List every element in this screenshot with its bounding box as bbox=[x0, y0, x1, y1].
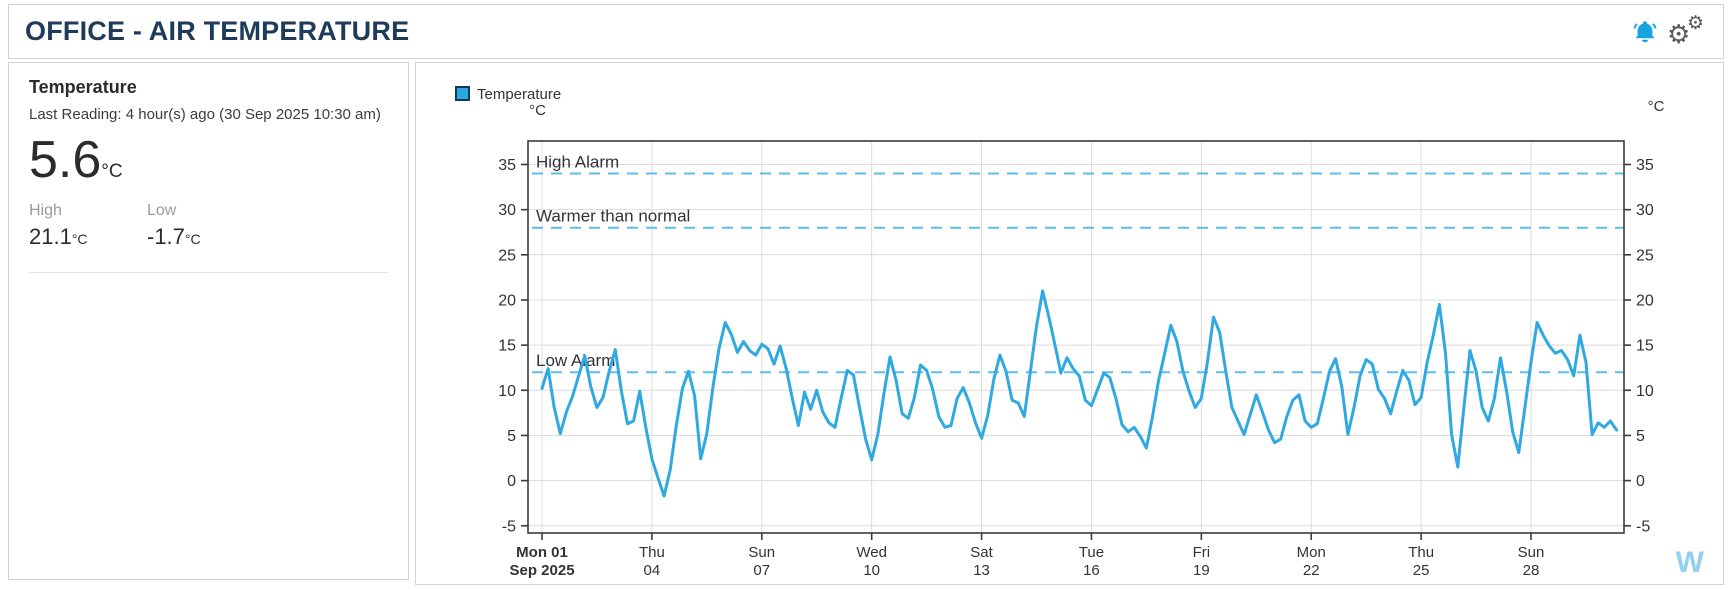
x-tick-label: 16 bbox=[1083, 562, 1100, 579]
x-tick-label: 13 bbox=[973, 562, 990, 579]
y-tick-label-left: 5 bbox=[507, 428, 516, 445]
y-tick-label-left: 10 bbox=[498, 383, 516, 400]
gear-icon: ⚙ bbox=[1667, 18, 1691, 49]
x-tick-label: 04 bbox=[644, 562, 661, 579]
x-tick-label: 28 bbox=[1523, 562, 1540, 579]
y-tick-label-left: 15 bbox=[498, 338, 516, 355]
x-tick-label: Mon 01 bbox=[516, 544, 568, 561]
x-tick-label: 22 bbox=[1303, 562, 1320, 579]
temperature-line-chart: High Alarm Warmer than normal Low Alarm 35 3… bbox=[455, 86, 1665, 579]
temperature-summary-panel: Temperature Last Reading: 4 hour(s) ago … bbox=[8, 62, 409, 580]
x-tick-label: Mon bbox=[1297, 544, 1326, 561]
panel-title: Temperature bbox=[29, 77, 137, 97]
current-reading: 5.6°C bbox=[29, 133, 388, 188]
low-column: Low -1.7°C bbox=[147, 202, 265, 250]
y-tick-label-right: 35 bbox=[1636, 157, 1654, 174]
y-axis-unit-left: °C bbox=[529, 102, 546, 119]
high-value: 21.1°C bbox=[29, 224, 147, 250]
legend-swatch bbox=[455, 86, 470, 101]
current-unit: °C bbox=[101, 161, 123, 182]
y-tick-label-right: 10 bbox=[1636, 383, 1654, 400]
y-tick-label-right: 15 bbox=[1636, 338, 1654, 355]
x-tick-label: 19 bbox=[1193, 562, 1210, 579]
high-column: High 21.1°C bbox=[29, 202, 147, 250]
x-tick-label: Wed bbox=[856, 544, 887, 561]
high-value-unit: °C bbox=[71, 230, 88, 247]
x-tick-label: 07 bbox=[753, 562, 770, 579]
brand-watermark: W bbox=[1675, 546, 1705, 579]
y-tick-label-right: 25 bbox=[1636, 247, 1654, 264]
x-tick-label: Sep 2025 bbox=[509, 562, 574, 579]
x-tick-label: Fri bbox=[1193, 544, 1211, 561]
page-title: OFFICE - AIR TEMPERATURE bbox=[25, 16, 410, 46]
legend[interactable]: Temperature bbox=[455, 86, 561, 103]
y-tick-label-right: 5 bbox=[1636, 428, 1645, 445]
low-value: -1.7°C bbox=[147, 224, 265, 250]
high-alarm-label: High Alarm bbox=[536, 153, 619, 172]
low-label: Low bbox=[147, 201, 177, 219]
high-label: High bbox=[29, 201, 62, 219]
x-tick-label: 25 bbox=[1413, 562, 1430, 579]
low-value-unit: °C bbox=[184, 230, 201, 247]
x-tick-label: Thu bbox=[1408, 544, 1434, 561]
x-tick-label: Sun bbox=[748, 544, 775, 561]
y-tick-label-left: 30 bbox=[498, 202, 516, 219]
alarm-bell-icon[interactable] bbox=[1629, 16, 1661, 48]
warmer-than-normal-label: Warmer than normal bbox=[536, 207, 690, 226]
x-tick-label: Thu bbox=[639, 544, 665, 561]
temperature-chart-panel: High Alarm Warmer than normal Low Alarm 35 3… bbox=[415, 62, 1724, 585]
x-tick-label: Sun bbox=[1518, 544, 1545, 561]
y-tick-label-left: 35 bbox=[498, 157, 516, 174]
gear-icon-small: ⚙ bbox=[1687, 12, 1705, 34]
x-tick-label: 10 bbox=[863, 562, 880, 579]
high-value-number: 21.1 bbox=[29, 223, 72, 249]
high-low-row: High 21.1°C Low -1.7°C bbox=[29, 202, 388, 250]
y-tick-label-left: 20 bbox=[498, 292, 516, 309]
y-tick-label-left: 25 bbox=[498, 247, 516, 264]
temperature-series-line bbox=[540, 289, 1618, 498]
current-value: 5.6 bbox=[29, 131, 102, 189]
y-tick-label-left: -5 bbox=[502, 518, 516, 535]
last-reading-text: Last Reading: 4 hour(s) ago (30 Sep 2025… bbox=[29, 106, 381, 123]
y-tick-label-right: -5 bbox=[1636, 518, 1650, 535]
divider bbox=[29, 271, 388, 273]
y-tick-label-left: 0 bbox=[507, 473, 516, 490]
low-value-number: -1.7 bbox=[147, 223, 185, 249]
y-tick-label-right: 30 bbox=[1636, 202, 1654, 219]
legend-label: Temperature bbox=[477, 86, 561, 103]
low-alarm-label: Low Alarm bbox=[536, 351, 615, 370]
y-axis-unit-right: °C bbox=[1648, 98, 1665, 115]
header-actions: ⚙ ⚙ bbox=[1629, 12, 1709, 49]
y-tick-label-right: 0 bbox=[1636, 473, 1645, 490]
x-tick-label: Tue bbox=[1079, 544, 1104, 561]
settings-gears-icon[interactable]: ⚙ ⚙ bbox=[1667, 12, 1709, 49]
y-tick-label-right: 20 bbox=[1636, 292, 1654, 309]
plot-border bbox=[527, 140, 1625, 534]
x-tick-label: Sat bbox=[970, 544, 993, 561]
header-bar: OFFICE - AIR TEMPERATURE ⚙ ⚙ bbox=[8, 4, 1724, 59]
